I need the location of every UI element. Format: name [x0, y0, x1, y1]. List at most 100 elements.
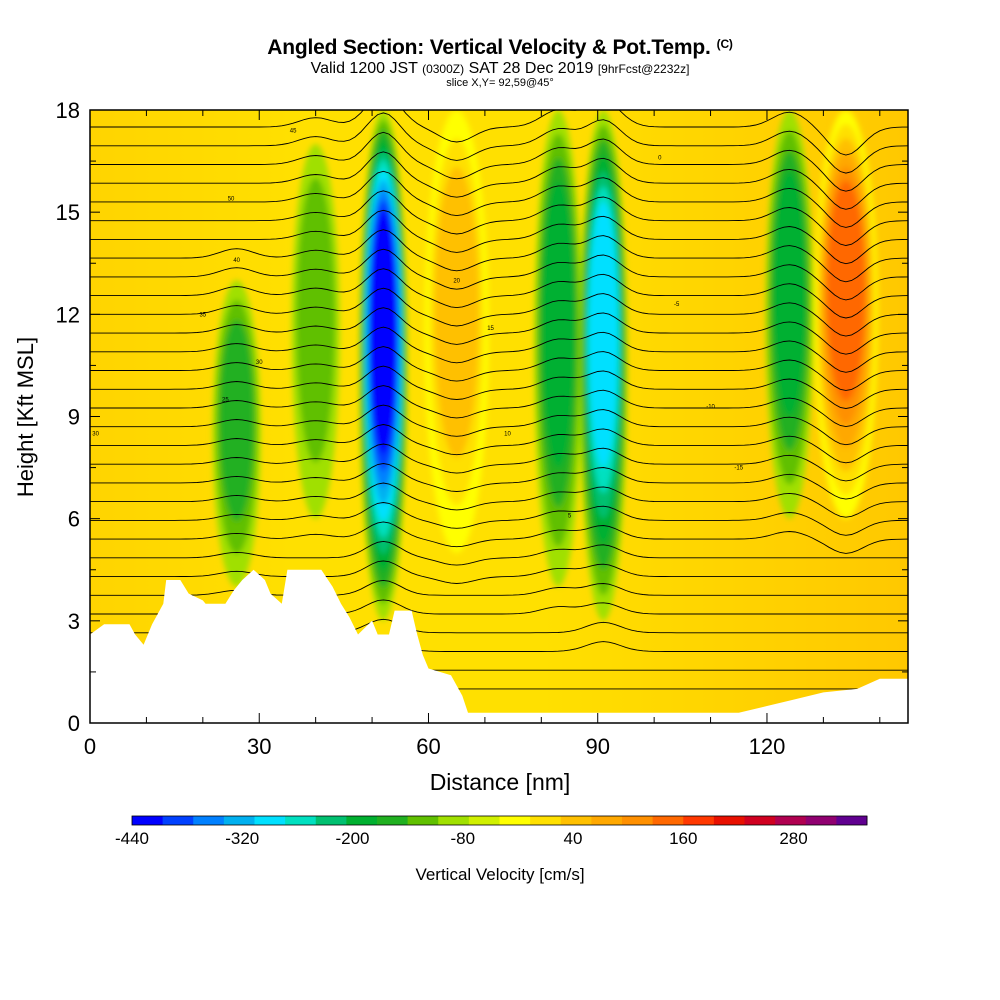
- valid-prefix: Valid 1200 JST: [310, 60, 418, 77]
- colorbar-swatch: [285, 816, 317, 825]
- isentrope-label: -15: [734, 466, 743, 472]
- isentrope-label: -5: [674, 302, 680, 308]
- isentrope-line: [90, 326, 908, 373]
- velocity-feature-downdraft: [765, 110, 814, 519]
- isentrope-label: 30: [256, 360, 263, 366]
- isentrope-line: [90, 385, 908, 428]
- y-tick-label: 0: [68, 711, 80, 736]
- colorbar-tick-label: 280: [779, 829, 807, 848]
- colorbar-swatch: [591, 816, 623, 825]
- colorbar-swatch: [407, 816, 439, 825]
- colorbar-tick-label: -320: [225, 829, 259, 848]
- isentrope-label: 15: [487, 326, 494, 332]
- velocity-level--80: [296, 177, 335, 463]
- colorbar-swatch: [377, 816, 409, 825]
- colorbar-swatch: [346, 816, 378, 825]
- isentrope-line: [90, 287, 908, 337]
- colorbar-label: Vertical Velocity [cm/s]: [415, 865, 584, 884]
- x-tick-label: 60: [416, 734, 440, 759]
- isentrope-line: [90, 365, 908, 409]
- isentrope-line: [90, 443, 908, 482]
- velocity-field: [212, 110, 878, 621]
- chart-title-text: Angled Section: Vertical Velocity & Pot.…: [267, 36, 711, 59]
- y-tick-label: 12: [56, 302, 80, 327]
- colorbar: -440 -320 -200 -80 40 160 280 Vertical Velocity…: [115, 815, 868, 884]
- colorbar-frame: [131, 815, 868, 826]
- colorbar-swatch: [193, 816, 225, 825]
- isentrope-line: [90, 151, 908, 210]
- axes: 0 30 60 90 120 0 3 6 9 12 15 18 Distance [nm] Height …: [13, 98, 908, 795]
- colorbar-swatch: [775, 816, 807, 825]
- colorbar-swatch: [468, 816, 500, 825]
- isentrope-line: [90, 307, 908, 355]
- colorbar-swatch: [836, 816, 868, 825]
- isentrope-line: [90, 404, 908, 446]
- isentrope-label: 30: [92, 432, 99, 438]
- colorbar-swatch: [132, 816, 164, 825]
- colorbar-tick-label: 160: [669, 829, 697, 848]
- isentrope-line: [90, 229, 908, 283]
- isentrope-line: [90, 131, 908, 192]
- isentrope-line: [90, 463, 908, 500]
- colorbar-tick-label: -80: [450, 829, 475, 848]
- isentrope-label: -10: [706, 404, 715, 410]
- colorbar-swatch: [683, 816, 715, 825]
- velocity-feature-updraft: [813, 110, 878, 519]
- isentrope-line: [90, 110, 908, 156]
- isentrope-line: [90, 482, 908, 518]
- colorbar-swatch: [315, 816, 347, 825]
- colorbar-tick-label: 40: [564, 829, 583, 848]
- valid-time-line: Valid 1200 JST (0300Z) SAT 28 Dec 2019 […: [0, 60, 1000, 78]
- isentrope-label: 0: [658, 156, 662, 162]
- terrain: [90, 569, 908, 723]
- isentrope-label: 25: [222, 397, 229, 403]
- colorbar-tick-label: -440: [115, 829, 149, 848]
- colorbar-swatch: [805, 816, 837, 825]
- x-tick-label: 0: [84, 734, 96, 759]
- colorbar-swatch: [652, 816, 684, 825]
- colorbar-swatch: [622, 816, 654, 825]
- colorbar-swatch: [254, 816, 286, 825]
- isentrope-line: [90, 540, 908, 566]
- isentrope-label: 10: [504, 432, 511, 438]
- isentrope-line: [90, 248, 908, 301]
- forecast-info: [9hrFcst@2232z]: [597, 62, 690, 76]
- isentrope-label: 20: [453, 278, 460, 284]
- x-axis-label: Distance [nm]: [430, 769, 571, 795]
- y-tick-label: 6: [68, 507, 80, 532]
- isentrope-line: [90, 521, 908, 554]
- isentrope-line: [90, 502, 908, 536]
- velocity-level--440: [369, 209, 398, 455]
- isentrope-line: [90, 346, 908, 391]
- isentrope-line: [90, 268, 908, 319]
- velocity-level-280: [826, 180, 865, 401]
- colorbar-swatch: [162, 816, 194, 825]
- isentrope-line: [90, 190, 908, 246]
- colorbar-tick-label: -200: [335, 829, 369, 848]
- isentrope-label: 35: [199, 312, 206, 318]
- colorbar-swatch: [223, 816, 255, 825]
- x-tick-label: 90: [585, 734, 609, 759]
- utc-time: (0300Z): [422, 62, 465, 76]
- colorbar-swatch: [438, 816, 470, 825]
- y-tick-label: 15: [56, 200, 80, 225]
- isentrope-line: [90, 579, 908, 596]
- colorbar-swatch: [744, 816, 776, 825]
- isentrope-label: 45: [290, 128, 297, 134]
- y-axis-label: Height [Kft MSL]: [13, 337, 38, 497]
- colorbar-swatch: [560, 816, 592, 825]
- y-tick-label: 18: [56, 98, 80, 123]
- isentrope-line: [90, 424, 908, 464]
- y-tick-label: 3: [68, 609, 80, 634]
- velocity-feature-downdraft: [212, 280, 261, 587]
- slice-info: slice X,Y= 92,59@45°: [446, 77, 554, 89]
- valid-date: SAT 28 Dec 2019: [468, 60, 594, 77]
- colorbar-swatch: [499, 816, 531, 825]
- velocity-level--160: [773, 171, 806, 417]
- isentrope-line: [90, 209, 908, 265]
- isentrope-label: 5: [568, 513, 572, 519]
- isentrope-line: [90, 560, 908, 584]
- copyright-mark: (C): [716, 37, 733, 51]
